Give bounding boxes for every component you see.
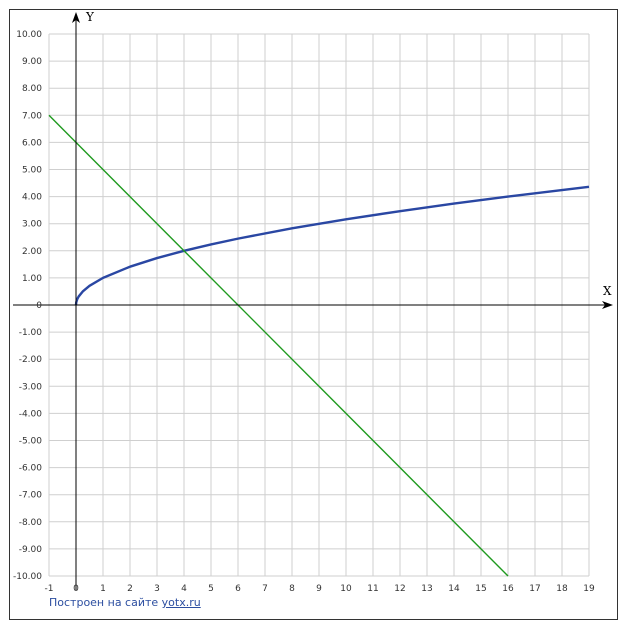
y-tick-label: -7.00: [19, 491, 43, 501]
y-tick-label: -2.00: [19, 355, 43, 365]
axes: XY: [13, 10, 613, 590]
x-tick-label: 0: [73, 584, 79, 594]
x-tick-label: 7: [262, 584, 268, 594]
y-tick-label: 0: [36, 301, 42, 311]
y-tick-label: -8.00: [19, 518, 43, 528]
y-axis-label: Y: [85, 10, 95, 24]
y-tick-label: -6.00: [19, 464, 43, 474]
x-tick-label: 2: [127, 584, 133, 594]
y-axis-arrow: [72, 12, 80, 23]
credit-text: Построен на сайте: [49, 596, 159, 609]
x-tick-label: 9: [316, 584, 322, 594]
x-tick-label: 1: [100, 584, 106, 594]
x-tick-label: 12: [394, 584, 405, 594]
y-tick-label: 7.00: [22, 111, 42, 121]
x-tick-label: 16: [502, 584, 514, 594]
y-tick-label: -5.00: [19, 437, 43, 447]
x-tick-label: 10: [340, 584, 352, 594]
credit: Построен на сайте yotx.ru: [49, 596, 201, 609]
chart-frame: [9, 9, 618, 620]
x-tick-label: 17: [529, 584, 540, 594]
y-tick-label: -1.00: [19, 328, 43, 338]
y-tick-label: -9.00: [19, 545, 43, 555]
tick-labels: -1 0 1 2 3 4 5 6 7 8 9 10 11 12 13 14 15 16 17 18 1910.009.0…: [13, 30, 595, 594]
x-tick-label: 19: [583, 584, 595, 594]
y-tick-label: -10.00: [13, 572, 42, 582]
credit-link[interactable]: yotx.ru: [161, 596, 201, 609]
y-tick-label: -3.00: [19, 382, 43, 392]
y-tick-label: 9.00: [22, 57, 42, 67]
x-tick-label: 3: [154, 584, 160, 594]
series-line-1: [74, 185, 590, 306]
x-tick-label: -1: [45, 584, 54, 594]
x-tick-label: 4: [181, 584, 187, 594]
x-axis-label: X: [603, 284, 612, 298]
x-tick-label: 6: [235, 584, 241, 594]
x-tick-label: 14: [448, 584, 460, 594]
series-line-2: [48, 114, 509, 577]
y-tick-label: 10.00: [16, 30, 42, 40]
y-tick-label: 2.00: [22, 247, 42, 257]
x-tick-label: 13: [421, 584, 432, 594]
x-axis-arrow: [602, 301, 613, 309]
x-tick-label: 18: [556, 584, 568, 594]
y-tick-label: 8.00: [22, 84, 42, 94]
y-tick-label: 3.00: [22, 220, 42, 230]
x-tick-label: 11: [367, 584, 378, 594]
x-tick-label: 5: [208, 584, 214, 594]
x-tick-label: 8: [289, 584, 295, 594]
y-tick-label: 6.00: [22, 138, 42, 148]
y-tick-label: -4.00: [19, 409, 43, 419]
y-tick-label: 5.00: [22, 166, 42, 176]
y-tick-label: 4.00: [22, 193, 42, 203]
x-tick-label: 15: [475, 584, 486, 594]
y-tick-label: 1.00: [22, 274, 42, 284]
series-layer: [48, 114, 590, 577]
